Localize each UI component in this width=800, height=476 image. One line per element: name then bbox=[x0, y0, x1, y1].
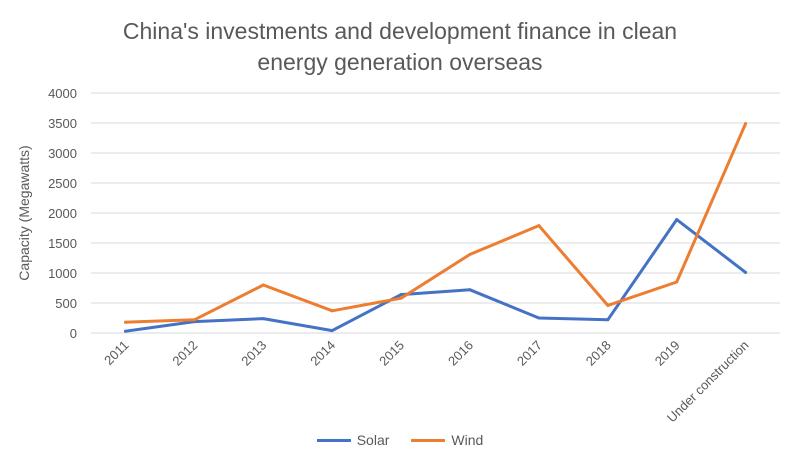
y-tick-label: 1000 bbox=[48, 266, 77, 281]
x-tick-label: 2012 bbox=[169, 338, 200, 369]
y-axis-label: Capacity (Megawatts) bbox=[16, 145, 32, 280]
y-tick-label: 2000 bbox=[48, 206, 77, 221]
data-point-solar bbox=[537, 316, 541, 320]
data-point-wind bbox=[330, 309, 334, 313]
data-point-wind bbox=[744, 122, 748, 126]
legend-label-wind: Wind bbox=[451, 432, 484, 448]
chart-title: China's investments and development fina… bbox=[0, 16, 800, 78]
x-tick-label: 2014 bbox=[307, 338, 338, 369]
y-tick-label: 1500 bbox=[48, 236, 77, 251]
x-tick-label: 2015 bbox=[376, 338, 407, 369]
y-tick-label: 0 bbox=[70, 326, 77, 341]
chart-title-line-2: energy generation overseas bbox=[257, 49, 543, 75]
data-point-solar bbox=[261, 317, 265, 321]
legend: Solar Wind bbox=[0, 432, 800, 448]
x-axis-ticks: 2011 2012 2013 2014 2015 2016 2017 2018 2019Unde… bbox=[101, 338, 751, 426]
data-point-wind bbox=[468, 252, 472, 256]
legend-label-solar: Solar bbox=[356, 432, 390, 448]
data-point-wind bbox=[675, 280, 679, 284]
y-tick-label: 3500 bbox=[48, 116, 77, 131]
y-axis-ticks: 0 500 1000 1500 2000 2500 3000 3500 4000 bbox=[48, 86, 77, 341]
legend-swatch-wind bbox=[411, 438, 446, 442]
y-tick-label: 3000 bbox=[48, 146, 77, 161]
x-tick-label: 2011 bbox=[101, 338, 131, 368]
legend-item-solar: Solar bbox=[316, 432, 390, 448]
x-tick-label: 2013 bbox=[238, 338, 269, 369]
data-point-solar bbox=[744, 270, 748, 274]
chart-title-line-1: China's investments and development fina… bbox=[122, 18, 678, 44]
data-point-wind bbox=[606, 303, 610, 307]
gridlines bbox=[91, 92, 780, 334]
data-point-wind bbox=[123, 320, 127, 324]
data-point-solar bbox=[399, 293, 403, 297]
y-tick-label: 2500 bbox=[48, 176, 77, 191]
data-point-solar bbox=[606, 318, 610, 322]
y-tick-label: 4000 bbox=[48, 86, 77, 101]
data-point-wind bbox=[192, 318, 196, 322]
data-point-solar bbox=[330, 329, 334, 333]
data-point-wind bbox=[537, 224, 541, 228]
series-line-solar bbox=[124, 218, 748, 333]
legend-swatch-solar bbox=[316, 438, 351, 442]
x-tick-label: 2016 bbox=[445, 338, 476, 369]
data-point-solar bbox=[123, 329, 127, 333]
series-line-wind bbox=[124, 122, 748, 324]
data-point-wind bbox=[399, 296, 403, 300]
data-point-solar bbox=[468, 288, 472, 292]
data-point-solar bbox=[675, 218, 679, 222]
legend-item-wind: Wind bbox=[411, 432, 483, 448]
data-point-wind bbox=[261, 283, 265, 287]
x-tick-label: 2019 bbox=[652, 338, 683, 369]
series-lines bbox=[123, 122, 748, 333]
x-tick-label: 2017 bbox=[514, 338, 545, 369]
y-tick-label: 500 bbox=[55, 296, 77, 311]
x-tick-label: 2018 bbox=[583, 338, 614, 369]
